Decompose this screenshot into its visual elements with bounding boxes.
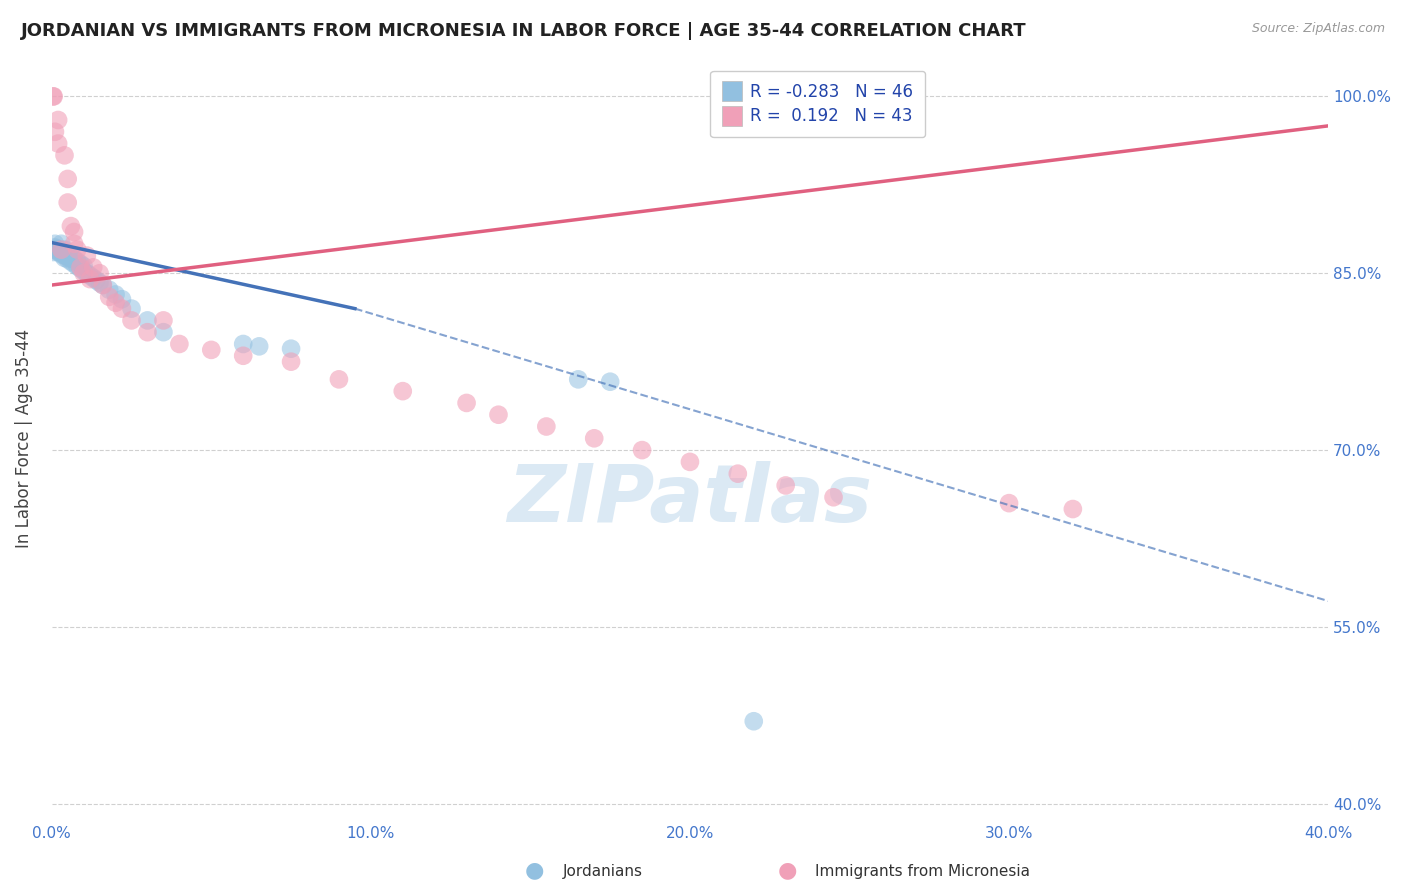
- Point: [59, 251, 82, 265]
- Point: [46, 245, 69, 260]
- Point: [1062, 502, 1084, 516]
- Point: [82, 260, 104, 275]
- Point: [53, 251, 76, 265]
- Point: [567, 372, 589, 386]
- Point: [232, 349, 254, 363]
- Point: [456, 396, 478, 410]
- Point: [44, 236, 66, 251]
- Point: [91, 278, 114, 293]
- Text: ●: ●: [778, 860, 797, 880]
- Point: [280, 354, 302, 368]
- Point: [46, 113, 69, 128]
- Point: [56, 172, 79, 186]
- Point: [51, 236, 73, 251]
- Text: Source: ZipAtlas.com: Source: ZipAtlas.com: [1251, 22, 1385, 36]
- Point: [823, 490, 845, 504]
- Point: [42, 245, 65, 260]
- Point: [45, 242, 67, 256]
- Point: [152, 325, 174, 339]
- Point: [232, 337, 254, 351]
- Point: [200, 343, 222, 357]
- Point: [73, 266, 96, 280]
- Point: [111, 292, 134, 306]
- Point: [66, 254, 89, 268]
- Point: [66, 259, 89, 273]
- Point: [69, 261, 91, 276]
- Point: [46, 136, 69, 151]
- Point: [79, 272, 101, 286]
- Point: [76, 249, 98, 263]
- Point: [152, 313, 174, 327]
- Point: [679, 455, 702, 469]
- Point: [59, 249, 82, 263]
- Point: [98, 283, 121, 297]
- Point: [599, 375, 621, 389]
- Point: [76, 266, 98, 280]
- Point: [136, 313, 159, 327]
- Point: [63, 257, 86, 271]
- Point: [775, 478, 797, 492]
- Point: [66, 243, 89, 257]
- Point: [280, 342, 302, 356]
- Text: ●: ●: [524, 860, 544, 880]
- Legend: R = -0.283   N = 46, R =  0.192   N = 43: R = -0.283 N = 46, R = 0.192 N = 43: [710, 71, 925, 137]
- Text: Immigrants from Micronesia: Immigrants from Micronesia: [815, 864, 1031, 879]
- Point: [121, 313, 143, 327]
- Point: [69, 260, 91, 275]
- Point: [44, 240, 66, 254]
- Point: [44, 243, 66, 257]
- Point: [727, 467, 749, 481]
- Point: [89, 276, 111, 290]
- Point: [48, 244, 70, 258]
- Point: [86, 273, 108, 287]
- Point: [104, 295, 127, 310]
- Point: [91, 278, 114, 293]
- Point: [82, 271, 104, 285]
- Point: [69, 257, 91, 271]
- Point: [51, 243, 73, 257]
- Point: [73, 259, 96, 273]
- Point: [73, 264, 96, 278]
- Point: [328, 372, 350, 386]
- Point: [136, 325, 159, 339]
- Point: [247, 339, 270, 353]
- Point: [56, 247, 79, 261]
- Point: [111, 301, 134, 316]
- Point: [63, 225, 86, 239]
- Point: [742, 714, 765, 729]
- Point: [59, 219, 82, 233]
- Text: ZIPatlas: ZIPatlas: [508, 460, 873, 539]
- Point: [121, 301, 143, 316]
- Text: JORDANIAN VS IMMIGRANTS FROM MICRONESIA IN LABOR FORCE | AGE 35-44 CORRELATION C: JORDANIAN VS IMMIGRANTS FROM MICRONESIA …: [21, 22, 1026, 40]
- Point: [53, 249, 76, 263]
- Point: [104, 287, 127, 301]
- Point: [63, 252, 86, 266]
- Point: [51, 247, 73, 261]
- Point: [51, 246, 73, 260]
- Point: [391, 384, 413, 398]
- Point: [46, 243, 69, 257]
- Point: [53, 243, 76, 257]
- Point: [998, 496, 1021, 510]
- Point: [536, 419, 558, 434]
- Point: [59, 254, 82, 268]
- Point: [169, 337, 191, 351]
- Point: [42, 89, 65, 103]
- Point: [44, 125, 66, 139]
- Point: [56, 250, 79, 264]
- Point: [56, 252, 79, 266]
- Point: [89, 266, 111, 280]
- Text: Jordanians: Jordanians: [562, 864, 643, 879]
- Point: [63, 236, 86, 251]
- Point: [488, 408, 510, 422]
- Point: [79, 268, 101, 283]
- Point: [98, 290, 121, 304]
- Point: [631, 443, 654, 458]
- Point: [42, 89, 65, 103]
- Y-axis label: In Labor Force | Age 35-44: In Labor Force | Age 35-44: [15, 329, 32, 548]
- Point: [53, 148, 76, 162]
- Point: [56, 195, 79, 210]
- Point: [583, 431, 606, 445]
